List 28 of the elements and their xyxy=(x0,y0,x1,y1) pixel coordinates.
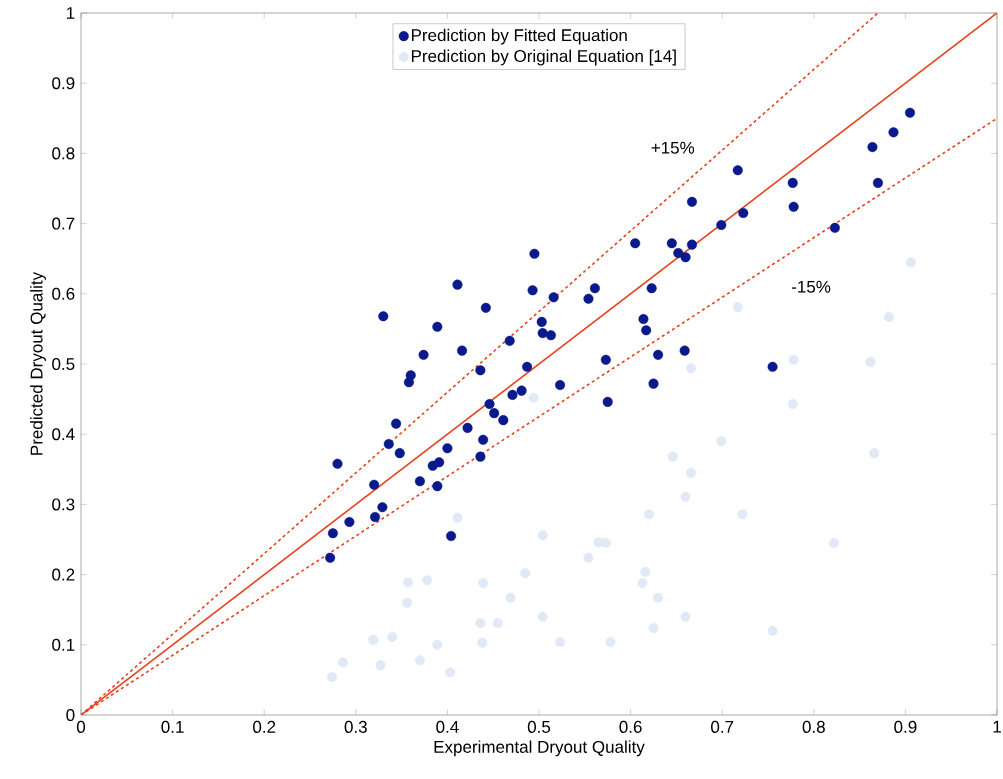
x-tick-label: 0.9 xyxy=(894,720,917,733)
legend-label: Prediction by Fitted Equation xyxy=(411,28,627,45)
y-tick-label: 0.6 xyxy=(52,287,75,300)
legend-label: Prediction by Original Equation [14] xyxy=(411,49,676,66)
x-tick-label: 0 xyxy=(76,720,86,733)
y-tick-label: 0 xyxy=(66,708,75,722)
x-tick-label: 0.6 xyxy=(619,720,642,733)
x-tick-label: 0.4 xyxy=(436,720,459,733)
y-tick-label: 0.7 xyxy=(52,217,75,230)
x-tick-label: 0.8 xyxy=(802,720,825,733)
annotation: +15% xyxy=(651,141,695,154)
y-axis-title: Predicted Dryout Quality xyxy=(30,271,46,455)
y-tick-label: 0.3 xyxy=(52,498,75,511)
y-tick-label: 1 xyxy=(66,7,75,19)
x-tick-label: 0.3 xyxy=(344,720,367,733)
y-tick-label: 0.5 xyxy=(52,357,75,371)
y-tick-label: 0.9 xyxy=(52,77,75,90)
y-tick-label: 0.2 xyxy=(52,568,75,581)
x-tick-label: 0.7 xyxy=(711,720,734,733)
x-tick-label: 0.2 xyxy=(253,720,276,733)
y-tick-label: 0.8 xyxy=(52,147,75,160)
x-tick-label: 1 xyxy=(993,720,1001,733)
y-tick-label: 0.4 xyxy=(52,428,75,441)
x-tick-label: 0.1 xyxy=(161,720,184,733)
x-axis-title: Experimental Dryout Quality xyxy=(434,740,645,757)
annotation: -15% xyxy=(791,280,831,293)
y-tick-label: 0.1 xyxy=(52,638,75,651)
x-tick-label: 0.5 xyxy=(527,720,551,733)
